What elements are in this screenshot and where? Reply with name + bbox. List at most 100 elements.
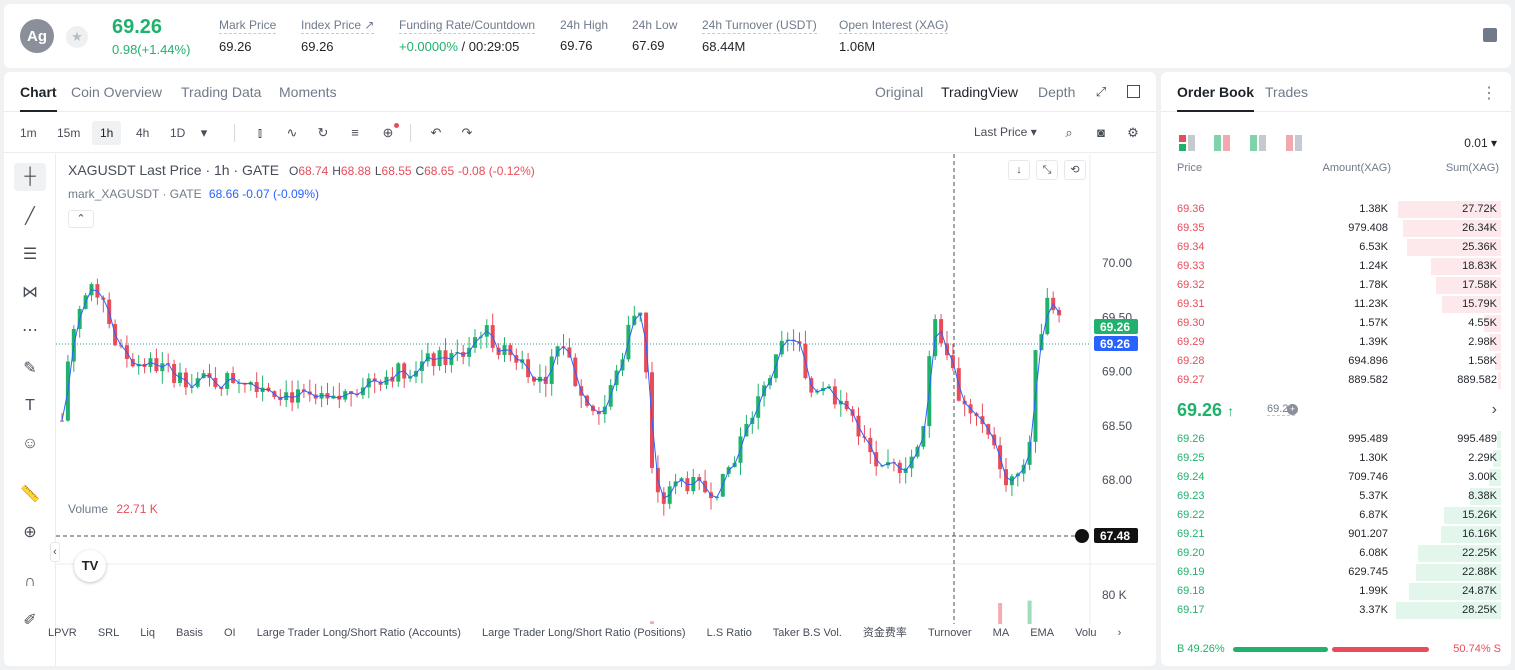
- stat-24h-turnover[interactable]: 24h Turnover (USDT) 68.44M: [702, 18, 817, 54]
- bid-row[interactable]: 69.26 995.489 995.489: [1161, 430, 1511, 449]
- expand-icon[interactable]: ⤢: [1095, 84, 1107, 99]
- indicators-icon[interactable]: ∿: [286, 125, 298, 140]
- ask-row[interactable]: 69.30 1.57K 4.55K: [1161, 314, 1511, 333]
- indicator-turnover[interactable]: Turnover: [927, 627, 972, 639]
- indicator-ema[interactable]: EMA: [1030, 627, 1055, 639]
- fib-icon[interactable]: ⋯: [22, 322, 38, 339]
- indicator-basis[interactable]: Basis: [176, 627, 203, 639]
- indicator-volume[interactable]: Volu: [1075, 627, 1097, 639]
- indicator-oi[interactable]: OI: [224, 627, 236, 639]
- bid-row[interactable]: 69.22 6.87K 15.26K: [1161, 506, 1511, 525]
- horizontal-lines-icon[interactable]: ☰: [22, 246, 38, 263]
- candlestick-chart[interactable]: 70.0069.5069.0068.5068.0069.2669.2667.48…: [56, 154, 1156, 624]
- indicator-srl[interactable]: SRL: [97, 627, 120, 639]
- collapse-sidebar-button[interactable]: ‹: [50, 542, 60, 562]
- view-tradingview[interactable]: TradingView: [941, 84, 1019, 100]
- interval-1d[interactable]: 1D: [170, 126, 186, 140]
- plus-icon[interactable]: +: [1287, 404, 1298, 415]
- tab-moments[interactable]: Moments: [279, 84, 337, 100]
- ask-row[interactable]: 69.27 889.582 889.582: [1161, 371, 1511, 390]
- bid-row[interactable]: 69.25 1.30K 2.29K: [1161, 449, 1511, 468]
- pattern-icon[interactable]: ⋈: [22, 284, 38, 301]
- loop-icon[interactable]: ⟲: [1064, 160, 1086, 180]
- ask-row[interactable]: 69.28 694.896 1.58K: [1161, 352, 1511, 371]
- ruler-icon[interactable]: 📏: [20, 486, 40, 503]
- indicator-funding-rate[interactable]: 资金费率: [862, 627, 907, 639]
- ask-row[interactable]: 69.34 6.53K 25.36K: [1161, 238, 1511, 257]
- chevron-right-icon[interactable]: ›: [1491, 401, 1497, 418]
- view-bids-icon[interactable]: [1250, 135, 1268, 151]
- collapse-icon[interactable]: ⤡: [1036, 160, 1058, 180]
- bid-row[interactable]: 69.19 629.745 22.88K: [1161, 563, 1511, 582]
- ask-row[interactable]: 69.33 1.24K 18.83K: [1161, 257, 1511, 276]
- ask-row[interactable]: 69.29 1.39K 2.98K: [1161, 333, 1511, 352]
- window-icon[interactable]: [1126, 84, 1142, 100]
- zoom-in-icon[interactable]: ⊕: [23, 524, 37, 541]
- interval-4h[interactable]: 4h: [136, 126, 150, 140]
- buy-sell-ratio-bar: [1233, 647, 1429, 652]
- sell-ratio: 50.74% S: [1453, 643, 1501, 655]
- bid-row[interactable]: 69.24 709.746 3.00K: [1161, 468, 1511, 487]
- stat-funding-rate[interactable]: Funding Rate/Countdown +0.0000% / 00:29:…: [399, 18, 536, 54]
- book-icon[interactable]: [1483, 28, 1497, 42]
- gear-icon[interactable]: ⚙: [1127, 125, 1139, 140]
- interval-1m[interactable]: 1m: [20, 126, 37, 140]
- price-type-select[interactable]: Last Price ▾: [974, 125, 1037, 139]
- indicator-taker-bs-vol[interactable]: Taker B.S Vol.: [772, 627, 842, 639]
- stat-open-interest[interactable]: Open Interest (XAG) 1.06M: [839, 18, 949, 54]
- indicator-lpvr[interactable]: LPVR: [48, 627, 77, 639]
- more-icon[interactable]: ⋮: [1481, 85, 1497, 102]
- candle-type-icon[interactable]: ⫾: [257, 125, 263, 140]
- lock-drawing-icon[interactable]: ✐: [23, 612, 37, 629]
- tab-chart[interactable]: Chart: [20, 84, 57, 112]
- ask-row[interactable]: 69.35 979.408 26.34K: [1161, 219, 1511, 238]
- favorite-star-icon[interactable]: ★: [66, 26, 88, 48]
- indicator-liq[interactable]: Liq: [140, 627, 155, 639]
- view-asks-icon[interactable]: [1286, 135, 1304, 151]
- stat-mark-price[interactable]: Mark Price 69.26: [219, 18, 277, 54]
- magnet-icon[interactable]: ∩: [24, 573, 36, 590]
- trend-line-icon[interactable]: ╱: [25, 208, 35, 225]
- tab-coin-overview[interactable]: Coin Overview: [71, 84, 163, 100]
- tab-order-book[interactable]: Order Book: [1177, 84, 1255, 112]
- text-icon[interactable]: T: [25, 397, 35, 414]
- chevron-down-icon[interactable]: ▾: [200, 125, 208, 140]
- view-original[interactable]: Original: [875, 84, 924, 100]
- tab-trading-data[interactable]: Trading Data: [181, 84, 262, 100]
- indicator-ma[interactable]: MA: [992, 627, 1010, 639]
- bid-row[interactable]: 69.23 5.37K 8.38K: [1161, 487, 1511, 506]
- arrow-down-icon[interactable]: ↓: [1008, 160, 1030, 180]
- indicator-large-trader-accounts[interactable]: Large Trader Long/Short Ratio (Accounts): [256, 627, 461, 639]
- add-alert-icon[interactable]: ⊕: [380, 123, 399, 141]
- bid-row[interactable]: 69.20 6.08K 22.25K: [1161, 544, 1511, 563]
- undo-icon[interactable]: ↶: [430, 125, 442, 140]
- indicator-large-trader-positions[interactable]: Large Trader Long/Short Ratio (Positions…: [481, 627, 686, 639]
- view-mixed-icon[interactable]: [1214, 135, 1232, 151]
- bid-row[interactable]: 69.21 901.207 16.16K: [1161, 525, 1511, 544]
- order-sum: 3.00K: [1468, 471, 1497, 483]
- ask-row[interactable]: 69.31 11.23K 15.79K: [1161, 295, 1511, 314]
- camera-icon[interactable]: ◙: [1097, 125, 1105, 140]
- chevron-right-icon[interactable]: ›: [1117, 627, 1122, 639]
- view-both-icon[interactable]: [1179, 135, 1197, 151]
- indicator-ls-ratio[interactable]: L.S Ratio: [706, 627, 752, 639]
- redo-icon[interactable]: ↷: [461, 125, 473, 140]
- interval-1h[interactable]: 1h: [92, 121, 122, 145]
- precision-select[interactable]: 0.01 ▾: [1464, 136, 1497, 150]
- tradingview-logo[interactable]: TV: [74, 550, 106, 582]
- crosshair-icon[interactable]: ┼: [14, 163, 46, 191]
- emoji-icon[interactable]: ☺: [21, 435, 39, 452]
- replay-icon[interactable]: ↻: [317, 125, 329, 140]
- view-depth[interactable]: Depth: [1038, 84, 1076, 100]
- templates-icon[interactable]: ≡: [351, 125, 359, 140]
- collapse-legend-button[interactable]: ⌃: [68, 210, 94, 228]
- ask-row[interactable]: 69.36 1.38K 27.72K: [1161, 200, 1511, 219]
- bid-row[interactable]: 69.18 1.99K 24.87K: [1161, 582, 1511, 601]
- stat-index-price[interactable]: Index Price ↗ 69.26: [301, 18, 375, 54]
- tab-trades[interactable]: Trades: [1265, 84, 1309, 100]
- search-icon[interactable]: ⌕: [1065, 125, 1073, 140]
- interval-15m[interactable]: 15m: [57, 126, 81, 140]
- ask-row[interactable]: 69.32 1.78K 17.58K: [1161, 276, 1511, 295]
- bid-row[interactable]: 69.17 3.37K 28.25K: [1161, 601, 1511, 620]
- brush-icon[interactable]: ✎: [23, 360, 37, 377]
